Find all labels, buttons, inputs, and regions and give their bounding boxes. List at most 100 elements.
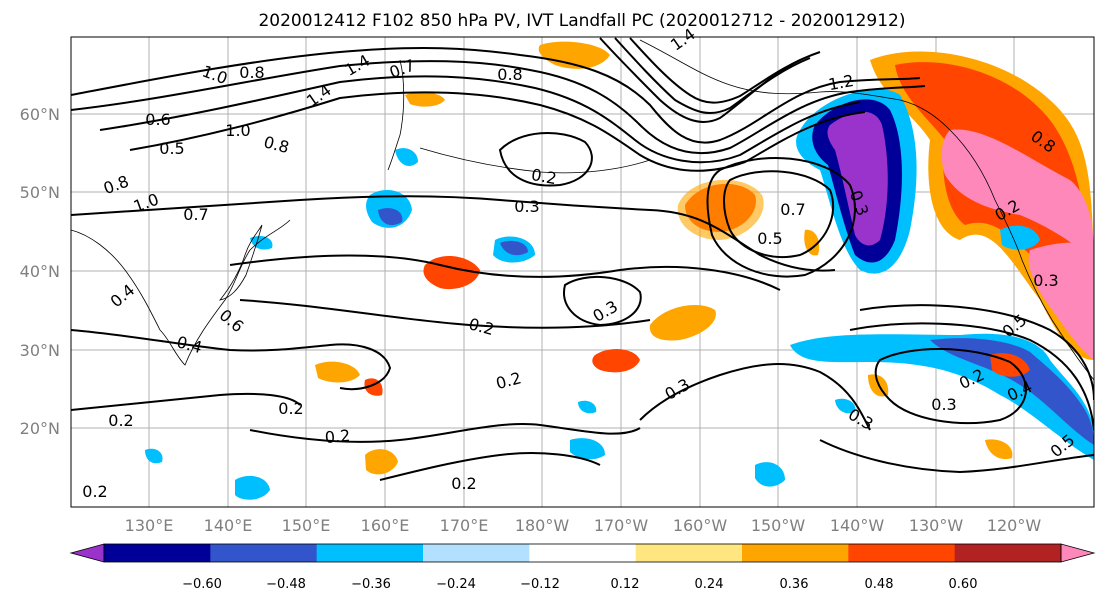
lat-label: 20°N xyxy=(20,419,60,438)
colorbar: −0.60 −0.48 −0.36 −0.24 −0.12 0.12 0.24 … xyxy=(69,543,1096,592)
positive-anomaly-tropics-160w xyxy=(649,305,716,341)
positive-anomaly-bc-coast xyxy=(941,129,1094,260)
lon-label: 140°W xyxy=(830,516,885,535)
contour-label: 1.2 xyxy=(827,71,855,94)
contour-label: 0.2 xyxy=(451,474,476,493)
colorbar-tick-label: 0.36 xyxy=(780,577,809,592)
contour-jet-3 xyxy=(99,75,861,164)
coastline-japan xyxy=(219,224,263,301)
colorbar-swatch xyxy=(104,544,211,562)
contour-label: 0.5 xyxy=(757,229,782,248)
positive-anomaly-west-pacific xyxy=(315,361,360,383)
contour-ring-0.2 xyxy=(498,132,593,187)
contour-0.2-southwest xyxy=(71,392,301,411)
colorbar-swatch xyxy=(635,544,743,562)
lat-label: 50°N xyxy=(20,183,60,202)
contour-ring-0.5 xyxy=(706,157,856,278)
negative-anomaly-145e-15n xyxy=(145,448,163,464)
map-title: 2020012412 F102 850 hPa PV, IVT Landfall… xyxy=(258,11,905,31)
colorbar-tick-label: 0.60 xyxy=(949,577,978,592)
contour-ring-0.7 xyxy=(723,170,835,259)
contour-label: 0.2 xyxy=(324,426,351,447)
contour-jet-4 xyxy=(129,91,866,172)
colorbar-ticks: −0.60 −0.48 −0.36 −0.24 −0.12 0.12 0.24 … xyxy=(182,577,977,592)
negative-anomaly-145w-10n xyxy=(835,398,856,414)
coastline-kamchatka xyxy=(387,59,405,171)
contour-label: 0.2 xyxy=(278,399,303,418)
colorbar-tick-label: −0.24 xyxy=(436,577,476,592)
negative-anomaly-aleutian-core xyxy=(500,240,528,256)
contour-label: 1.0 xyxy=(225,121,250,140)
negative-anomaly-tropics-180 xyxy=(578,400,597,414)
lon-label: 150°W xyxy=(751,516,806,535)
contour-ridge-2 xyxy=(614,37,811,115)
positive-anomaly-south-165e xyxy=(365,449,398,475)
contour-label: 0.5 xyxy=(159,139,184,158)
colorbar-swatch xyxy=(954,544,1062,562)
colorbar-tick-label: −0.36 xyxy=(351,577,391,592)
contour-label: 0.3 xyxy=(931,395,956,414)
contour-label: 0.2 xyxy=(530,165,558,188)
positive-anomaly-tropics-170w xyxy=(592,348,640,373)
colorbar-tick-label: 0.12 xyxy=(611,577,640,592)
colorbar-swatch xyxy=(529,544,637,562)
contour-0.4-west xyxy=(71,329,392,391)
contour-label: 0.3 xyxy=(1033,271,1058,290)
negative-anomaly-tropics-west xyxy=(570,438,605,460)
map-panel xyxy=(71,37,1094,507)
coastlines xyxy=(71,39,1094,381)
positive-anomaly-north-edge xyxy=(405,92,445,107)
lon-labels: 130°E 140°E 150°E 160°E 170°E 180°W 170°… xyxy=(125,516,1042,535)
coastline-alaska xyxy=(639,39,951,131)
colorbar-swatches xyxy=(69,543,1096,563)
negative-anomaly-sea-of-okhotsk xyxy=(395,148,418,166)
contour-0.2-south-mid xyxy=(249,423,641,443)
lon-label: 130°E xyxy=(125,516,174,535)
lon-label: 180°W xyxy=(515,516,570,535)
lon-label: 140°E xyxy=(204,516,253,535)
colorbar-tick-label: 0.48 xyxy=(865,577,894,592)
contour-label: 0.3 xyxy=(514,197,539,216)
lon-label: 170°W xyxy=(594,516,649,535)
lon-label: 150°E xyxy=(282,516,331,535)
colorbar-swatch xyxy=(69,543,105,563)
contour-label: 0.2 xyxy=(108,411,133,430)
colorbar-tick-label: 0.24 xyxy=(695,577,724,592)
lon-label: 130°W xyxy=(909,516,964,535)
contour-jet-2 xyxy=(71,60,926,155)
contour-label: 0.7 xyxy=(780,200,805,219)
lon-label: 120°W xyxy=(987,516,1042,535)
contour-label: 0.6 xyxy=(145,110,170,129)
contour-label: 0.2 xyxy=(82,482,107,501)
positive-anomaly-east-edge-south xyxy=(804,229,820,256)
contour-ring-0.3-east xyxy=(874,348,1027,425)
map-frame xyxy=(70,36,1095,508)
lat-label: 40°N xyxy=(20,262,60,281)
contour-lines xyxy=(71,37,1094,481)
positive-anomaly-south-145w xyxy=(985,439,1013,460)
colorbar-tick-label: −0.60 xyxy=(182,577,222,592)
colorbar-outline xyxy=(103,543,1062,563)
contour-0.4-east xyxy=(849,322,1094,431)
contour-jet-1 xyxy=(71,47,921,144)
positive-anomaly-central-halo xyxy=(677,179,764,240)
lat-label: 60°N xyxy=(20,105,60,124)
lat-labels: 60°N 50°N 40°N 30°N 20°N xyxy=(20,105,60,438)
colorbar-tick-label: −0.12 xyxy=(520,577,560,592)
coastline-north-america xyxy=(949,129,1094,381)
shaded-field xyxy=(145,41,1094,500)
contour-0.2-bottom-east xyxy=(819,439,1094,474)
contour-label: 0.8 xyxy=(239,63,264,82)
positive-anomaly-kamchatka xyxy=(538,41,610,69)
colorbar-swatch xyxy=(210,544,318,562)
coastline-aleutians xyxy=(419,147,651,174)
contour-label: 0.8 xyxy=(497,65,522,84)
lon-label: 170°E xyxy=(440,516,489,535)
negative-anomaly-japan-core xyxy=(378,208,403,226)
negative-anomaly-tropics-155w xyxy=(755,462,785,487)
colorbar-swatch xyxy=(848,544,956,562)
colorbar-swatch xyxy=(742,544,849,562)
contour-0.2-far-south xyxy=(379,452,601,481)
contour-label: 0.7 xyxy=(183,205,208,224)
